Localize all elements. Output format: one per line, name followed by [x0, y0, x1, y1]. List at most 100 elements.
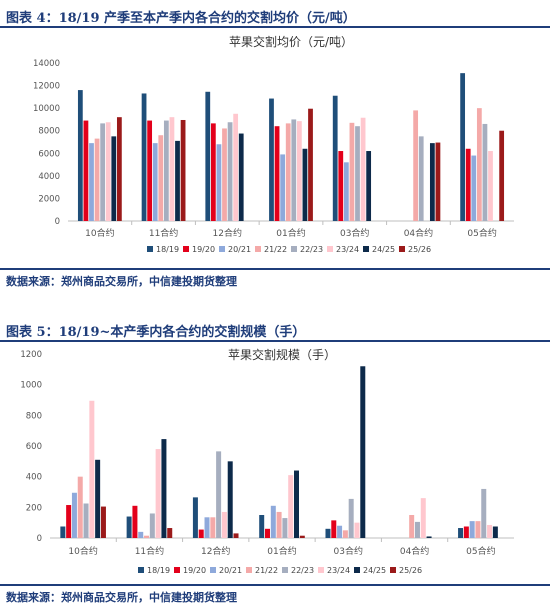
y-tick-label: 8000 — [38, 127, 60, 137]
legend-label: 21/22 — [255, 566, 278, 575]
bar — [460, 73, 466, 222]
bar — [198, 529, 204, 538]
y-tick-label: 2000 — [38, 194, 60, 204]
legend-label: 23/24 — [336, 245, 359, 254]
bar — [280, 154, 286, 221]
bar — [161, 439, 167, 538]
legend-swatch — [390, 567, 396, 573]
x-tick-label: 11合约 — [135, 545, 164, 557]
bar — [83, 120, 89, 221]
bar — [296, 121, 302, 221]
legend-label: 20/21 — [228, 245, 251, 254]
bar — [167, 528, 173, 538]
figure-5-source: 数据来源：郑州商品交易所，中信建投期货整理 — [6, 591, 237, 604]
bar — [149, 513, 155, 538]
bar — [269, 98, 274, 221]
bar — [499, 130, 505, 221]
bar — [100, 506, 106, 538]
x-tick-label: 03合约 — [340, 227, 369, 239]
bar — [89, 400, 95, 538]
bar — [100, 123, 106, 221]
legend-swatch — [210, 567, 216, 573]
bar — [299, 535, 305, 538]
bar — [205, 91, 211, 222]
y-tick-label: 10000 — [33, 104, 60, 114]
bar — [285, 123, 291, 221]
bar — [233, 533, 239, 538]
y-tick-label: 14000 — [33, 59, 60, 69]
legend-swatch — [318, 567, 324, 573]
bar — [435, 142, 441, 221]
bar — [481, 488, 487, 538]
bar — [147, 120, 153, 221]
bar — [192, 497, 198, 538]
bar — [227, 122, 233, 221]
legend-swatch — [246, 567, 252, 573]
legend-swatch — [183, 246, 189, 252]
figure-4-title: 图表 4：18/19 产季至本产季内各合约的交割均价（元/吨） — [6, 11, 356, 26]
bar — [338, 151, 344, 221]
bar — [158, 135, 164, 221]
legend-label: 21/22 — [264, 245, 287, 254]
bar — [482, 123, 488, 221]
figure-5-title: 图表 5：18/19~本产季内各合约的交割规模（手） — [6, 325, 306, 340]
legend-swatch — [327, 246, 333, 252]
legend-label: 22/23 — [291, 566, 314, 575]
bar — [155, 449, 161, 538]
bar — [233, 113, 239, 221]
bar — [94, 138, 100, 221]
x-tick-label: 11合约 — [149, 227, 178, 239]
legend-swatch — [174, 567, 180, 573]
y-tick-label: 200 — [26, 503, 42, 513]
bar — [471, 155, 477, 221]
bar — [180, 119, 186, 221]
bar — [355, 126, 360, 221]
x-tick-label: 01合约 — [276, 227, 305, 239]
bar — [343, 162, 349, 221]
bar — [116, 117, 122, 221]
bar — [210, 517, 216, 538]
legend-swatch — [354, 567, 360, 573]
bar — [270, 505, 276, 538]
x-tick-label: 12合约 — [213, 227, 242, 239]
bar — [475, 521, 481, 538]
bar — [458, 528, 464, 538]
bar — [360, 366, 366, 538]
bar — [71, 492, 77, 538]
legend-label: 22/23 — [300, 245, 323, 254]
legend-swatch — [363, 246, 369, 252]
legend-swatch — [138, 567, 144, 573]
x-tick-label: 05合约 — [466, 545, 495, 557]
bar — [144, 535, 150, 538]
volume-chart: 苹果交割规模（手） 0 200 400 600 800 1000 1200 10合约 11合约 12… — [20, 347, 514, 575]
y-tick-label: 1200 — [20, 350, 42, 360]
bar — [366, 151, 372, 221]
bar — [418, 136, 424, 221]
bar — [204, 517, 210, 538]
bar — [288, 475, 294, 538]
bar — [105, 122, 111, 221]
y-tick-label: 800 — [26, 411, 42, 421]
legend-label: 24/25 — [372, 245, 395, 254]
bar — [227, 461, 233, 538]
bar — [294, 470, 299, 538]
bar — [95, 459, 101, 538]
bar — [331, 520, 337, 538]
x-tick-label: 01合约 — [267, 545, 296, 557]
bar — [216, 451, 222, 538]
y-tick-label: 0 — [37, 534, 42, 544]
bar — [259, 515, 265, 538]
bar — [111, 136, 117, 221]
y-tick-label: 4000 — [38, 172, 60, 182]
bar — [291, 119, 297, 221]
bar — [413, 110, 419, 221]
bar — [221, 511, 227, 538]
bar — [409, 515, 415, 538]
legend-label: 18/19 — [147, 566, 170, 575]
x-tick-label: 05合约 — [467, 227, 496, 239]
bar — [141, 93, 147, 221]
legend-swatch — [399, 246, 405, 252]
bar — [126, 516, 132, 538]
x-tick-label: 03合约 — [334, 545, 363, 557]
bar — [175, 140, 180, 221]
